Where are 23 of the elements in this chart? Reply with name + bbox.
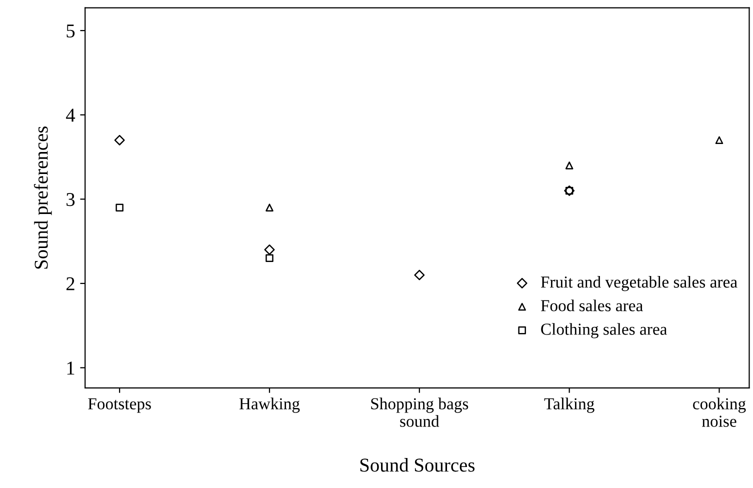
x-tick-label: Talking — [544, 398, 594, 413]
point — [264, 244, 275, 255]
y-tick-label: 5 — [66, 24, 75, 38]
point — [114, 134, 125, 146]
y-tick-label: 1 — [67, 362, 74, 374]
point — [414, 270, 425, 280]
point — [116, 204, 124, 212]
legend-label: Food sales area — [540, 300, 643, 312]
legend-label: Fruit and vegetable sales area — [540, 276, 738, 292]
x-axis-title: Sound Sources — [360, 458, 475, 472]
y-axis-title: Sound preferences — [34, 126, 52, 269]
x-tick-label: Shopping bags sound — [371, 398, 468, 427]
point — [565, 162, 574, 170]
x-tick-label: Footsteps — [88, 398, 151, 413]
y-tick-label: 3 — [66, 193, 75, 206]
legend-label: Clothing sales area — [541, 323, 668, 338]
point — [266, 204, 274, 212]
x-tick-label: cooking noise — [693, 398, 746, 427]
x-tick-label: Hawking — [239, 398, 300, 413]
y-tick-label: 4 — [66, 108, 76, 122]
y-tick-label: 2 — [66, 277, 74, 290]
point — [715, 136, 724, 144]
point — [266, 254, 274, 262]
